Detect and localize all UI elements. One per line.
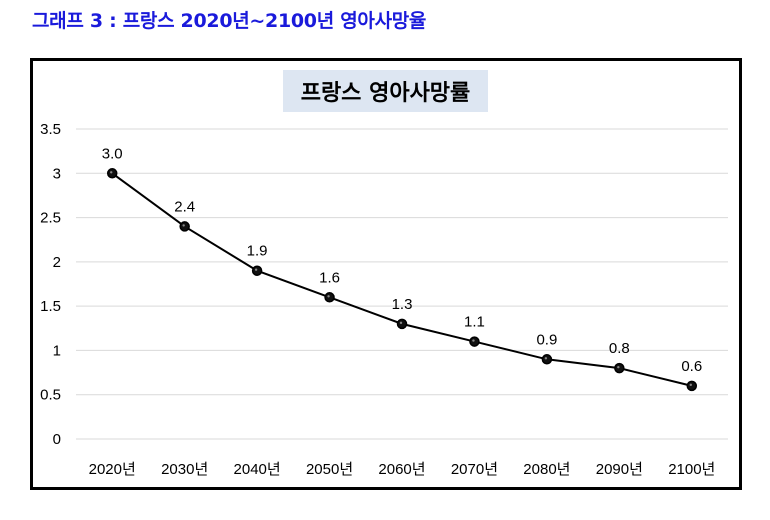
- data-point-highlight: [327, 295, 330, 298]
- data-label: 0.8: [609, 340, 630, 357]
- data-point: [179, 221, 190, 232]
- data-point: [251, 265, 263, 276]
- data-label: 1.1: [464, 314, 485, 331]
- y-axis-tick-labels: 0 0.5 1 1.5 2 2.5 3 3.5: [40, 121, 61, 448]
- data-point: [541, 354, 553, 365]
- data-points: [106, 168, 698, 392]
- y-tick-label: 3: [53, 165, 61, 182]
- data-point-highlight: [544, 357, 548, 360]
- data-label: 0.6: [681, 358, 702, 375]
- data-label: 1.6: [319, 269, 340, 286]
- y-tick-label: 0.5: [40, 387, 61, 404]
- series-line-path: [111, 172, 693, 387]
- x-tick-label: 2030년: [161, 461, 208, 478]
- chart-frame: [30, 58, 742, 490]
- y-tick-label: 3.5: [40, 121, 61, 138]
- data-label: 2.4: [174, 198, 195, 215]
- gridlines: [76, 128, 728, 440]
- x-tick-label: 2040년: [234, 461, 281, 478]
- data-point-highlight: [617, 365, 620, 369]
- data-point-highlight: [110, 171, 113, 174]
- y-tick-label: 2: [53, 254, 61, 271]
- y-tick-label: 2.5: [40, 210, 61, 227]
- x-axis-tick-labels: 2020년 2030년 2040년 2050년 2060년 2070년 2080년 2090년…: [89, 461, 716, 478]
- data-point: [614, 362, 625, 374]
- data-point-highlight: [689, 383, 692, 387]
- series-line: [111, 172, 693, 387]
- data-point-highlight: [182, 224, 185, 227]
- y-tick-label: 0: [53, 431, 61, 448]
- data-point: [686, 380, 698, 392]
- x-tick-label: 2020년: [89, 461, 136, 478]
- x-tick-label: 2050년: [306, 461, 353, 478]
- data-point: [324, 292, 335, 303]
- data-label: 3.0: [102, 145, 123, 162]
- data-point-highlight: [472, 339, 475, 342]
- x-tick-label: 2080년: [523, 461, 570, 478]
- data-point-highlight: [399, 321, 403, 325]
- data-point: [469, 336, 480, 347]
- page-heading: 그래프 3 : 프랑스 2020년~2100년 영아사망율: [32, 10, 427, 32]
- x-tick-label: 2090년: [596, 461, 643, 478]
- y-tick-label: 1: [53, 342, 61, 359]
- x-tick-label: 2100년: [668, 461, 715, 478]
- data-point: [396, 318, 408, 330]
- y-tick-label: 1.5: [40, 298, 61, 315]
- x-tick-label: 2060년: [378, 461, 425, 478]
- chart-title: 프랑스 영아사망률: [283, 70, 488, 112]
- data-label: 1.3: [392, 296, 413, 313]
- data-point: [106, 168, 118, 179]
- data-point-highlight: [254, 268, 258, 271]
- data-label: 1.9: [247, 243, 268, 260]
- data-label: 0.9: [536, 331, 557, 348]
- x-tick-label: 2070년: [451, 461, 498, 478]
- data-labels: 3.0 2.4 1.9 1.6 1.3 1.1 0.9 0.8 0.6: [102, 145, 702, 375]
